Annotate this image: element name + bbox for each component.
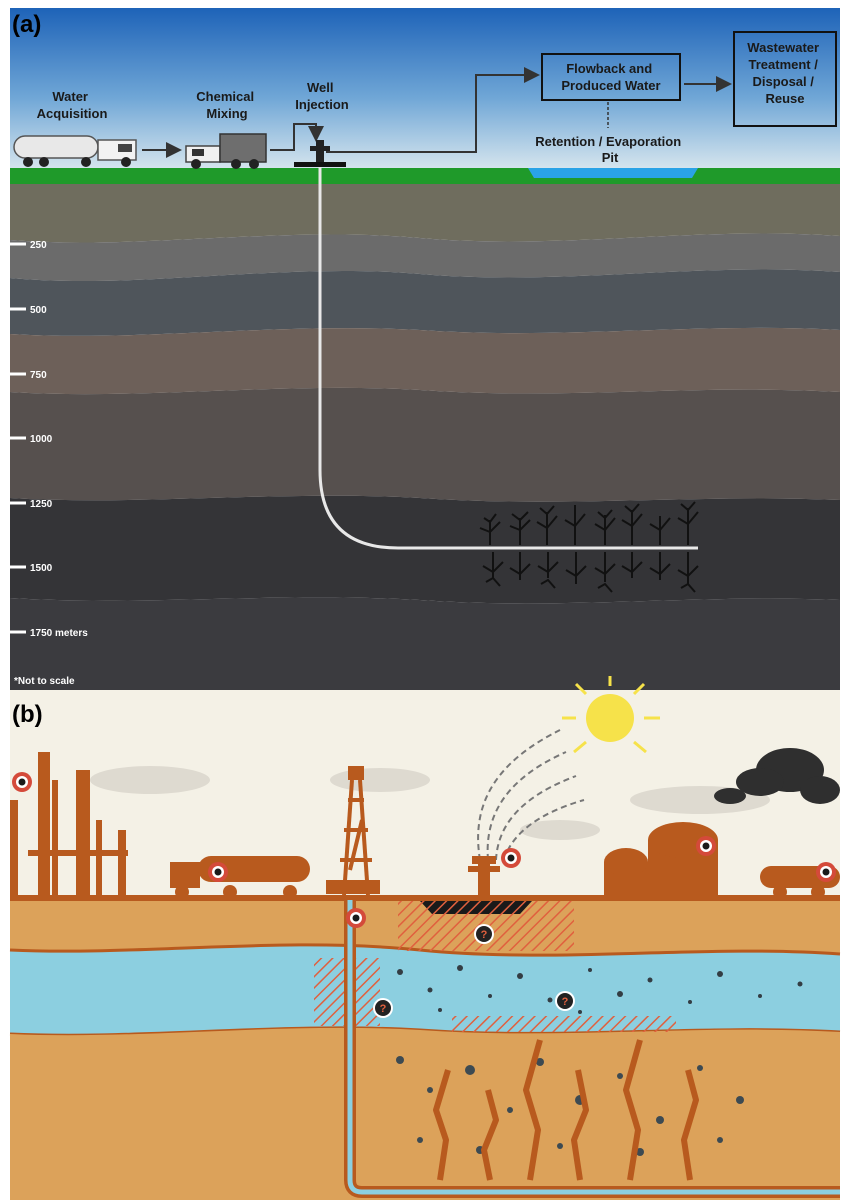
contamination-zone-aquifer — [452, 1016, 676, 1032]
wellhead — [294, 140, 346, 167]
label-chemical-mixing: Chemical Mixing — [196, 89, 257, 121]
shale-layer — [10, 1027, 840, 1200]
depth-label-750: 750 — [30, 370, 47, 381]
evaporation-pit — [528, 168, 698, 178]
uncertainty-markers: ? ? ? — [373, 924, 575, 1018]
question-marker: ? — [373, 998, 393, 1018]
label-flowback: Flowback and Produced Water — [561, 61, 660, 93]
label-well-injection: Well Injection — [295, 80, 349, 112]
water-tanker-truck — [13, 135, 137, 167]
shale-fractures — [433, 1039, 699, 1181]
process-labels: Water Acquisition Chemical Mixing Well I… — [37, 31, 837, 165]
risk-markers — [12, 772, 836, 928]
question-marker: ? — [474, 924, 494, 944]
arrow-well-to-flowback — [326, 67, 540, 153]
panel-b-tag: (b) — [12, 701, 43, 728]
refinery-structures — [10, 752, 128, 895]
box-wastewater — [733, 31, 837, 127]
risk-marker — [816, 862, 836, 882]
surface-line — [10, 895, 840, 901]
depth-scale: 250 500 750 1000 1250 1500 1750 meters *… — [10, 240, 88, 687]
depth-label-1250: 1250 — [30, 499, 53, 510]
depth-label-1000: 1000 — [30, 434, 53, 445]
question-marker: ? — [555, 991, 575, 1011]
risk-marker — [208, 862, 228, 882]
svg-text:?: ? — [380, 1003, 387, 1015]
subsurface-strata — [10, 184, 840, 690]
depth-label-500: 500 — [30, 305, 47, 316]
fracture-network — [479, 501, 699, 593]
risk-marker — [12, 772, 32, 792]
box-flowback — [541, 53, 681, 101]
derrick-top — [348, 766, 364, 780]
flowback-wellhead — [468, 856, 500, 896]
svg-text:?: ? — [562, 996, 569, 1008]
sun — [562, 676, 660, 754]
panel-a-tag: (a) — [12, 11, 41, 38]
derrick-base — [326, 880, 380, 894]
risk-marker — [501, 848, 521, 868]
depth-label-1500: 1500 — [30, 563, 53, 574]
fractures-lower — [482, 552, 699, 593]
panel-b: ? ? ? (b) — [9, 676, 841, 1200]
fractures-upper — [479, 501, 699, 545]
label-water-acquisition: Water Acquisition — [37, 89, 108, 121]
risk-marker — [696, 836, 716, 856]
smoke-cloud — [714, 748, 840, 804]
chemical-mixing-truck — [185, 133, 267, 169]
drilling-derrick — [340, 779, 372, 896]
aquifer-layer — [10, 944, 840, 1036]
storage-tanks — [604, 822, 718, 896]
well-fluid-line — [347, 900, 840, 1195]
sky-background — [10, 8, 840, 170]
depth-label-1750: 1750 meters — [30, 628, 88, 639]
depth-label-250: 250 — [30, 240, 47, 251]
not-to-scale-note: *Not to scale — [14, 676, 75, 687]
wellbore — [318, 165, 698, 550]
label-wastewater: Wastewater Treatment / Disposal / Reuse — [747, 40, 822, 106]
panel-a: 250 500 750 1000 1250 1500 1750 meters *… — [10, 8, 840, 690]
ground-surface — [10, 168, 840, 184]
label-retention-pit: Retention / Evaporation Pit — [535, 134, 685, 165]
aquifer-contaminants — [397, 965, 803, 1014]
svg-text:?: ? — [481, 929, 488, 941]
arrow-mixing-to-well — [270, 123, 324, 151]
risk-marker — [346, 908, 366, 928]
vapor-plumes — [477, 729, 585, 861]
